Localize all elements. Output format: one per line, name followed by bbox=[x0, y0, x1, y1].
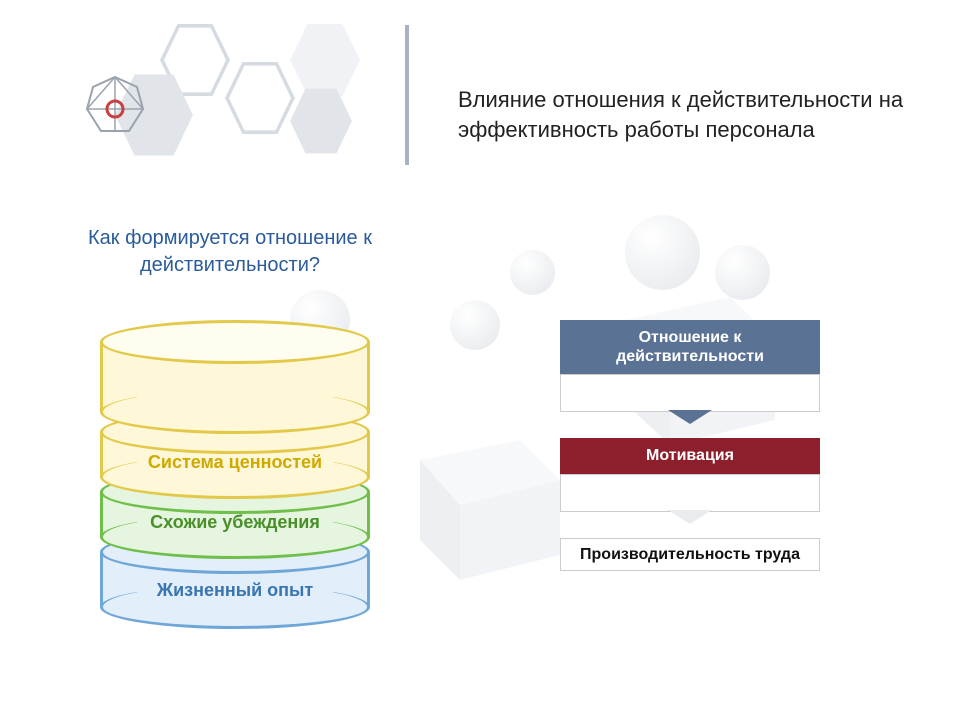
flow-box-attitude: Отношение к действительности bbox=[560, 320, 820, 412]
flow-chain: Отношение к действительности Мотивация П… bbox=[560, 320, 820, 585]
logo-octagon-icon bbox=[85, 75, 145, 135]
flow-box-motivation: Мотивация bbox=[560, 438, 820, 511]
flow-box-productivity: Производительность труда bbox=[560, 538, 820, 571]
hex-light-icon bbox=[290, 20, 360, 100]
subtitle-question: Как формируется отношение к действительн… bbox=[70, 225, 390, 279]
sphere-icon bbox=[450, 300, 500, 350]
flow-header: Мотивация bbox=[560, 438, 820, 473]
stack-label: Схожие убеждения bbox=[100, 512, 370, 533]
header-divider bbox=[405, 25, 409, 165]
hex-solid-icon bbox=[290, 85, 352, 157]
flow-body bbox=[560, 474, 820, 512]
flow-header: Производительность труда bbox=[561, 539, 819, 570]
cube-icon bbox=[380, 420, 580, 590]
chevron-down-icon bbox=[668, 410, 712, 424]
chevron-down-icon bbox=[668, 510, 712, 524]
sphere-icon bbox=[510, 250, 555, 295]
slide-header: Влияние отношения к действительности на … bbox=[50, 30, 910, 170]
slide-title: Влияние отношения к действительности на … bbox=[458, 85, 938, 144]
hex-outline-icon bbox=[225, 58, 295, 138]
cylinder-stack: Жизненный опыт Схожие убеждения Система … bbox=[90, 320, 380, 640]
stack-label: Жизненный опыт bbox=[100, 580, 370, 601]
flow-body bbox=[560, 374, 820, 412]
flow-header: Отношение к действительности bbox=[560, 320, 820, 374]
stack-label: Система ценностей bbox=[100, 452, 370, 473]
